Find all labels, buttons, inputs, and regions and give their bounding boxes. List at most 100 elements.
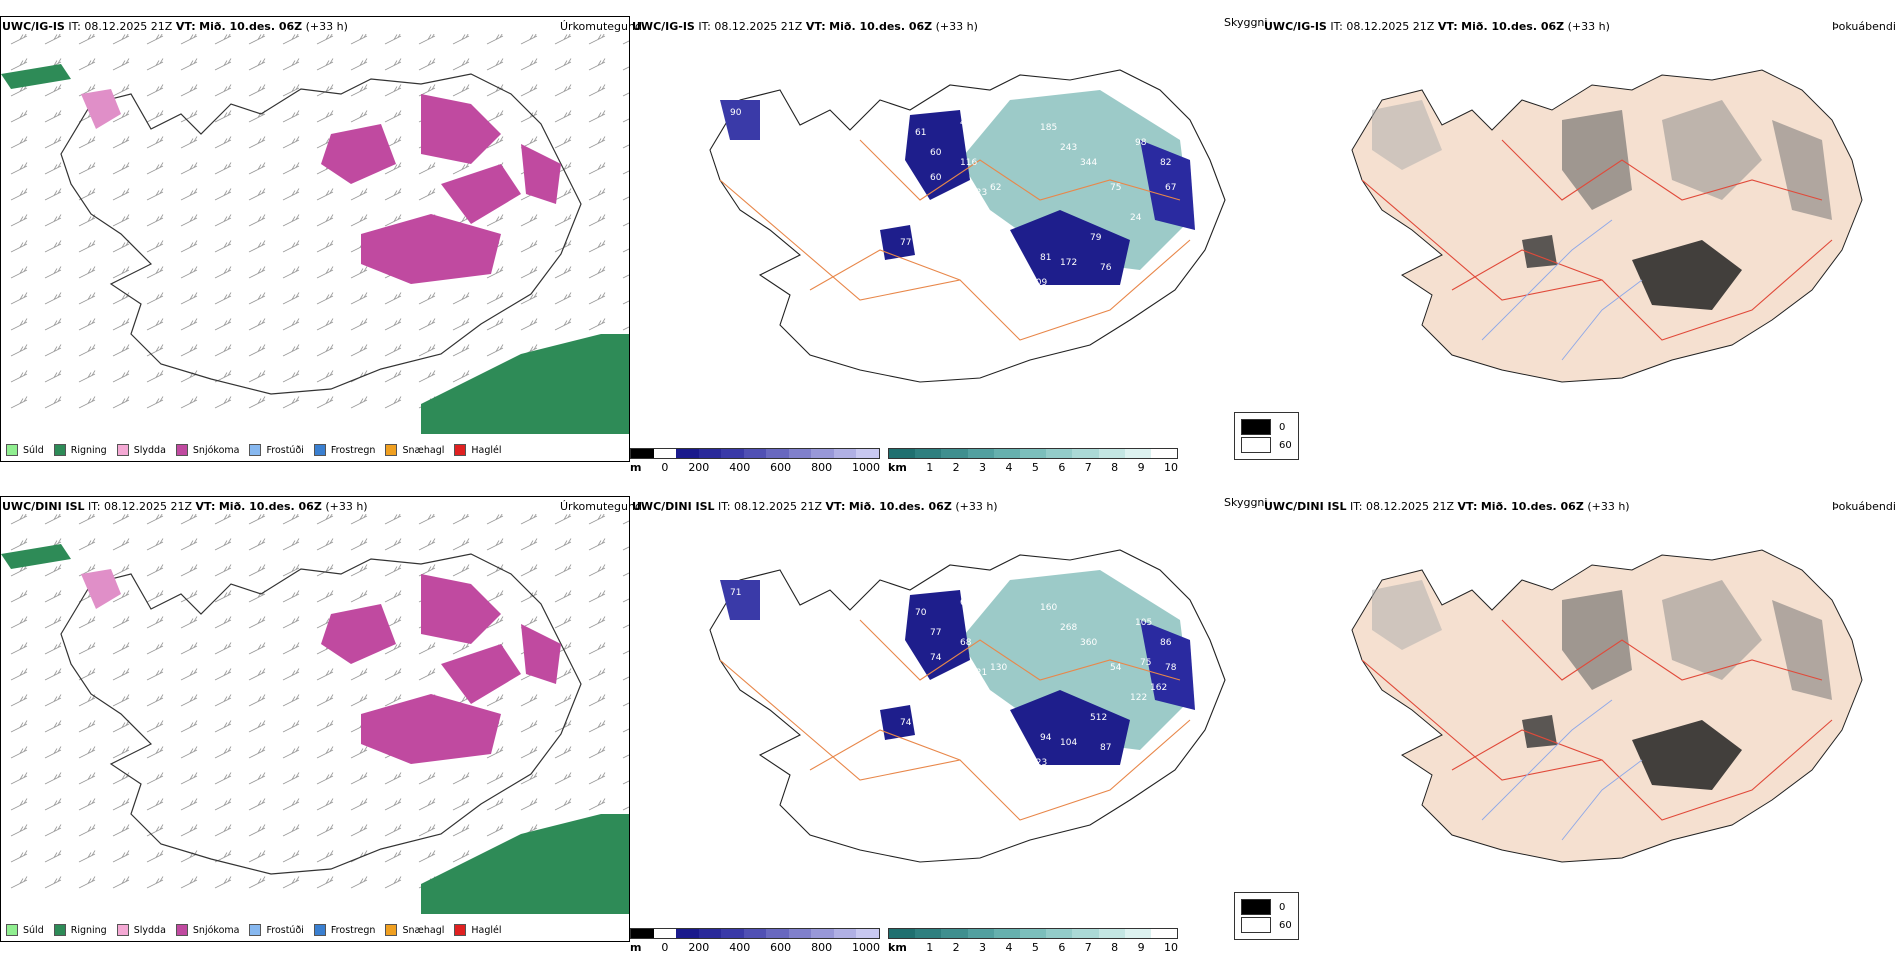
snow-tick: 400 — [729, 941, 751, 954]
model-label-2: UWC/IG-IS — [632, 20, 695, 33]
wind-barb — [78, 34, 96, 45]
visibility-scale-step — [993, 929, 1020, 938]
wind-barb — [554, 668, 572, 681]
snow-map: 90 109 61 60 60 49 116 123 62 77 86 71 81 172 76 79 209 1… — [709, 69, 1226, 383]
wind-barb — [588, 214, 606, 227]
wind-barb — [486, 538, 504, 551]
wind-barb — [146, 694, 164, 707]
wind-barb — [146, 266, 164, 279]
wind-barb — [350, 110, 368, 123]
snow-depth-label: 71 — [730, 588, 741, 598]
wind-barb — [44, 798, 62, 811]
precip-map — [1, 34, 629, 434]
wind-barb — [588, 694, 606, 707]
visibility-scale-ticks: km 1 2 3 4 5 6 7 8 9 10 — [888, 941, 1178, 954]
wind-barb — [214, 266, 232, 279]
wind-barb — [10, 34, 28, 45]
wind-barb — [112, 538, 130, 551]
it-prefix-2: IT: — [718, 500, 731, 513]
snow-depth-label: 74 — [900, 718, 912, 728]
wind-barb — [44, 292, 62, 305]
wind-barb — [248, 318, 266, 331]
legend-item: Haglél — [454, 924, 502, 936]
wind-barb — [316, 590, 334, 603]
wind-barb — [622, 676, 629, 681]
wind-barb — [588, 162, 606, 175]
wind-barb — [316, 514, 334, 525]
fog-scale-swatch — [1241, 437, 1271, 453]
wind-barb — [180, 746, 198, 759]
wind-barb — [214, 616, 232, 629]
visibility-unit: km — [888, 941, 907, 954]
snow-tick: 800 — [811, 461, 833, 474]
wind-barb — [248, 344, 266, 357]
model-label-2: UWC/DINI ISL — [632, 500, 715, 513]
wind-barb — [588, 798, 606, 811]
wind-barb — [384, 34, 402, 45]
wind-barb — [44, 84, 62, 97]
wind-barb — [146, 214, 164, 227]
visibility-tick: 6 — [1058, 461, 1066, 474]
wind-barb — [248, 266, 266, 279]
snow-scale-step — [631, 929, 654, 938]
wind-barb — [10, 590, 28, 603]
wind-barb — [350, 772, 368, 785]
wind-barb — [10, 344, 28, 357]
snow-tick: 0 — [661, 941, 669, 954]
wind-barb — [180, 58, 198, 71]
wind-barb — [10, 292, 28, 305]
legend-item: Frostregn — [313, 444, 375, 456]
wind-barb — [214, 84, 232, 97]
wind-barb — [10, 214, 28, 227]
wind-barb — [146, 850, 164, 863]
wind-barb — [44, 370, 62, 383]
wind-barb — [248, 642, 266, 655]
wind-barb — [588, 642, 606, 655]
panel-header: UWC/IG-IS IT: 08.12.2025 21Z VT: Mið. 10… — [2, 20, 348, 33]
wind-barb — [554, 616, 572, 629]
snow-areas — [81, 89, 561, 284]
wind-barb — [112, 564, 130, 577]
it-value: 08.12.2025 21Z — [104, 500, 193, 513]
wind-barb — [180, 188, 198, 201]
snow-scale-step — [743, 929, 767, 938]
wind-barb — [180, 396, 198, 409]
wind-barb — [180, 344, 198, 357]
snow-depth-label: 62 — [990, 183, 1001, 193]
wind-barb — [112, 370, 130, 383]
snow-tick: 1000 — [852, 461, 880, 474]
rain-areas — [1, 544, 629, 914]
it-value-3: 08.12.2025 21Z — [1346, 20, 1435, 33]
wind-barb — [486, 136, 504, 149]
wind-barb — [44, 214, 62, 227]
wind-barb — [384, 84, 402, 97]
wind-barb — [520, 694, 538, 707]
wind-barb — [180, 84, 198, 97]
snow-scale-step — [721, 449, 744, 458]
forecast-row: UWC/DINI ISL IT: 08.12.2025 21Z VT: Mið.… — [0, 480, 1900, 954]
wind-barb — [622, 66, 629, 71]
fog-scale-label: 60 — [1279, 439, 1292, 451]
visibility-tick: 6 — [1058, 941, 1066, 954]
wind-barb — [316, 798, 334, 811]
snow-scale-step — [653, 929, 677, 938]
wind-barb — [384, 318, 402, 331]
wind-barb — [248, 58, 266, 71]
wind-barb — [10, 642, 28, 655]
visibility-label: 122 — [1130, 693, 1147, 703]
wind-barb — [588, 772, 606, 785]
visibility-scale-step — [967, 449, 994, 458]
fog-scale-swatch — [1241, 899, 1271, 915]
legend-item: Snæhagl — [385, 444, 444, 456]
wind-barb — [418, 824, 436, 837]
wind-barb — [316, 850, 334, 863]
legend-item: Frostregn — [313, 924, 375, 936]
snow-depth-label: 49 — [960, 118, 972, 128]
visibility-scale-step — [967, 929, 994, 938]
fog-scale-label: 60 — [1279, 919, 1292, 931]
wind-barb — [588, 84, 606, 97]
wind-barb — [146, 564, 164, 577]
wind-barb — [384, 344, 402, 357]
snow-depth-label: 70 — [915, 608, 927, 618]
